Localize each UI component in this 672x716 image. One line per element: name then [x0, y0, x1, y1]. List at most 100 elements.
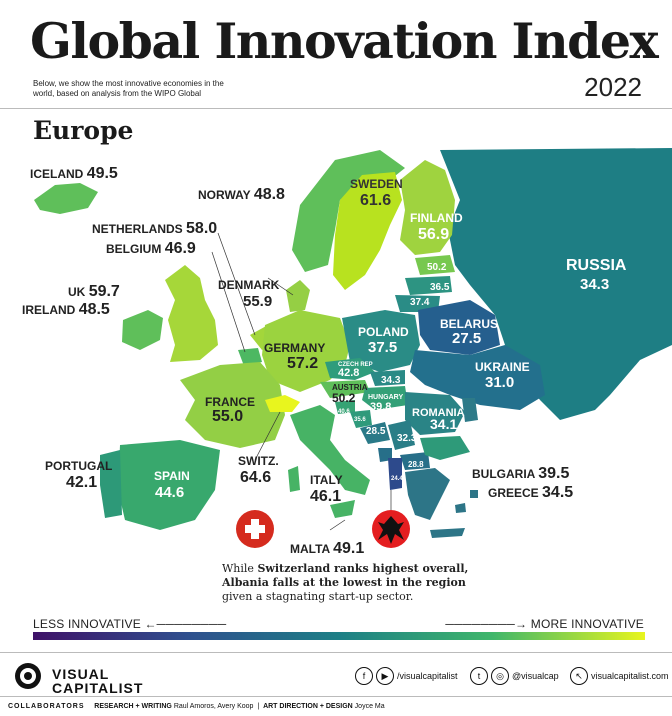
social-facebook-youtube[interactable]: f ▶ /visualcapitalist [355, 666, 458, 686]
legend-gradient [33, 632, 645, 640]
value-macedonia: 28.8 [408, 460, 424, 469]
country-spain[interactable] [118, 440, 220, 530]
label-france: FRANCE [205, 395, 255, 409]
value-russia: 34.3 [580, 276, 609, 293]
country-hungary[interactable] [362, 386, 408, 410]
value-lithuania: 37.4 [410, 297, 430, 308]
arrow-right-icon: → [515, 617, 528, 631]
country-sweden[interactable] [333, 172, 402, 290]
label-italy: ITALY [310, 473, 343, 487]
country-serbia[interactable] [388, 420, 415, 450]
country-sardinia[interactable] [288, 466, 300, 492]
label-belgium: BELGIUM 46.9 [106, 240, 196, 257]
label-malta: MALTA 49.1 [290, 540, 364, 557]
label-czech: CZECH REP [338, 362, 373, 368]
value-latvia: 36.5 [430, 282, 450, 293]
label-romania: ROMANIA [412, 407, 465, 419]
country-france[interactable] [180, 362, 285, 448]
subtitle: Below, we show the most innovative econo… [33, 79, 224, 98]
country-macedonia[interactable] [400, 452, 430, 470]
value-ukraine: 31.0 [485, 374, 514, 391]
country-lithuania[interactable] [395, 295, 440, 312]
value-poland: 37.5 [368, 339, 397, 356]
country-greece[interactable] [405, 468, 450, 520]
legend-less: LESS INNOVATIVE ←──────── [33, 617, 227, 631]
facebook-icon[interactable]: f [355, 667, 373, 685]
value-italy: 46.1 [310, 488, 341, 505]
country-croatia[interactable] [350, 410, 372, 428]
country-portugal[interactable] [100, 450, 122, 518]
country-italy[interactable] [290, 405, 370, 495]
country-finland[interactable] [400, 160, 455, 255]
label-iceland: ICELAND 49.5 [30, 165, 118, 182]
country-denmark[interactable] [286, 280, 310, 312]
value-bosnia: 28.5 [366, 426, 386, 437]
label-austria: AUSTRIA [332, 383, 368, 392]
island-1 [455, 503, 466, 513]
country-ireland[interactable] [122, 310, 163, 350]
footer-divider [0, 652, 672, 653]
value-sweden: 61.6 [360, 192, 391, 209]
label-sweden: SWEDEN [350, 177, 403, 191]
brand-name: VISUAL CAPITALIST [52, 666, 144, 696]
instagram-icon[interactable]: ◎ [491, 667, 509, 685]
country-bosnia[interactable] [360, 422, 390, 444]
country-estonia[interactable] [415, 255, 455, 275]
caption: While Switzerland ranks highest overall,… [222, 562, 469, 603]
value-slovakia: 34.3 [381, 375, 401, 386]
social-twitter-instagram[interactable]: t ◎ @visualcap [470, 666, 559, 686]
country-albania[interactable] [388, 458, 402, 490]
value-denmark: 55.9 [243, 293, 272, 310]
value-hungary: 39.8 [370, 401, 391, 413]
label-uk: UK 59.7 [68, 283, 120, 300]
label-poland: POLAND [358, 325, 409, 339]
value-czech: 42.8 [338, 367, 359, 379]
value-france: 55.0 [212, 408, 243, 425]
country-czech[interactable] [325, 358, 375, 380]
leader-denmark [267, 277, 294, 296]
country-belgium[interactable] [238, 348, 262, 366]
value-slovenia: 40.6 [338, 409, 350, 415]
leader-malta [329, 519, 346, 531]
value-estonia: 50.2 [427, 262, 447, 273]
value-serbia: 32.3 [397, 433, 417, 444]
youtube-icon[interactable]: ▶ [376, 667, 394, 685]
country-sicily[interactable] [330, 500, 355, 518]
country-slovenia[interactable] [335, 400, 355, 414]
value-switz: 64.6 [240, 469, 271, 486]
country-ukraine[interactable] [410, 345, 545, 410]
country-austria[interactable] [320, 380, 370, 398]
website-link[interactable]: ↖ visualcapitalist.com [570, 666, 669, 686]
value-albania: 24.4 [391, 476, 403, 482]
country-russia[interactable] [440, 148, 672, 420]
label-portugal: PORTUGAL [45, 459, 112, 473]
country-iceland[interactable] [34, 183, 98, 214]
label-norway: NORWAY 48.8 [198, 186, 285, 203]
label-finland: FINLAND [410, 211, 463, 225]
visual-capitalist-logo-icon [15, 663, 41, 689]
country-poland[interactable] [342, 310, 420, 372]
value-belarus: 27.5 [452, 330, 481, 347]
country-uk[interactable] [165, 265, 218, 362]
albania-flag-icon [372, 510, 410, 548]
island-crete [430, 528, 465, 538]
country-moldova[interactable] [462, 398, 478, 422]
country-romania[interactable] [405, 392, 465, 435]
page-title: Global Innovation Index [30, 12, 659, 70]
country-latvia[interactable] [405, 276, 452, 295]
legend-more: ────────→ MORE INNOVATIVE [445, 617, 644, 631]
leader-belgium [211, 251, 246, 353]
collaborators: COLLABORATORS RESEARCH + WRITING Raul Am… [8, 703, 385, 710]
value-spain: 44.6 [155, 484, 184, 501]
value-portugal: 42.1 [66, 474, 97, 491]
country-bulgaria[interactable] [420, 436, 470, 460]
footer-divider-2 [0, 696, 672, 697]
country-slovakia[interactable] [370, 370, 405, 386]
country-belarus[interactable] [418, 300, 500, 355]
twitter-icon[interactable]: t [470, 667, 488, 685]
label-denmark: DENMARK [218, 278, 280, 292]
label-hungary: HUNGARY [368, 394, 403, 401]
label-bulgaria: BULGARIA 39.5 [472, 465, 569, 482]
island-2 [470, 490, 478, 498]
country-switzerland[interactable] [265, 395, 300, 412]
